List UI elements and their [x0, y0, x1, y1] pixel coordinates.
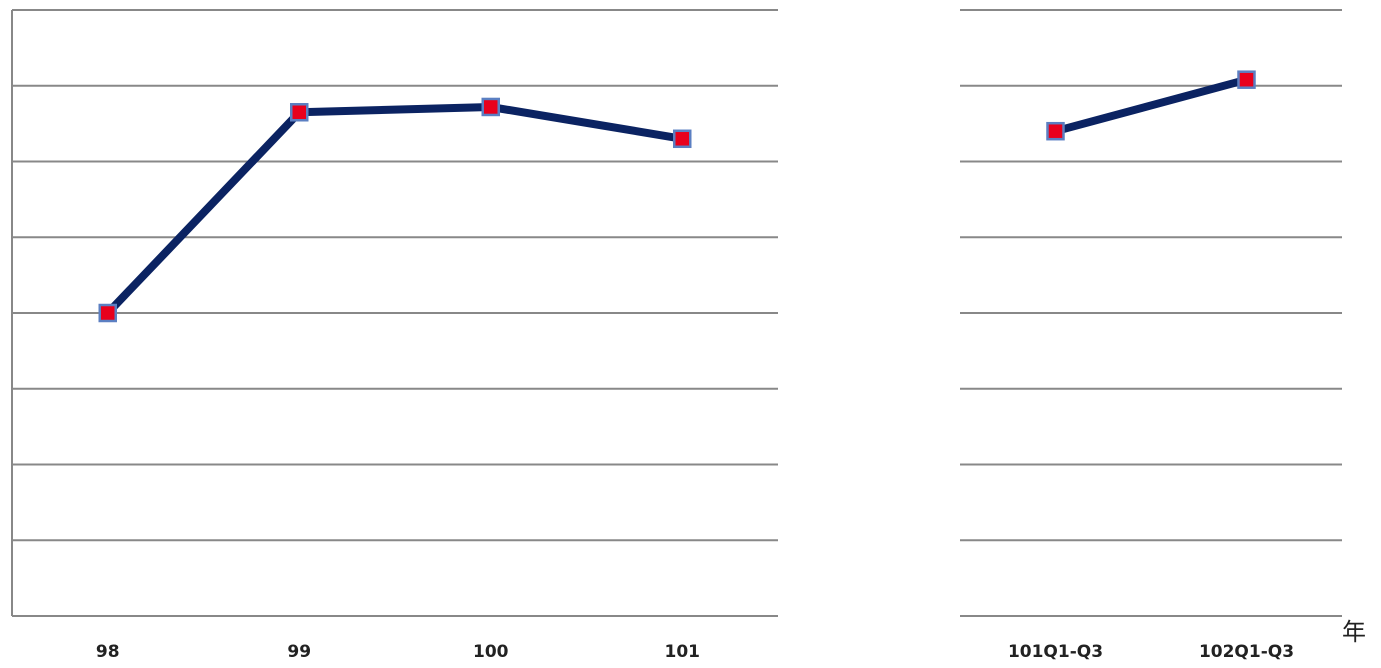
series-line-segment-2 — [1051, 75, 1251, 136]
series-markers — [98, 70, 1256, 323]
x-tick-label: 100 — [473, 642, 509, 662]
x-tick-label: 102Q1-Q3 — [1199, 642, 1294, 662]
data-point-98 — [98, 303, 117, 323]
grid-right — [960, 9, 1342, 542]
x-tick-label: 101 — [665, 642, 701, 662]
series-line-segment-1 — [103, 103, 687, 317]
grid-left — [12, 9, 778, 542]
x-axis-unit-label: 年 — [1342, 618, 1366, 646]
axes — [11, 10, 1342, 617]
data-point-99 — [290, 103, 309, 122]
data-point-101 — [673, 129, 692, 149]
x-tick-label: 98 — [96, 642, 120, 662]
series-lines — [103, 75, 1251, 317]
x-tick-labels: 98 99 100 101 101Q1-Q3 102Q1-Q3 — [96, 642, 1294, 662]
data-point-101Q1-Q3 — [1046, 121, 1065, 141]
data-point-100 — [481, 97, 500, 117]
data-point-102Q1-Q3 — [1237, 70, 1256, 89]
x-tick-label: 99 — [287, 642, 311, 662]
x-tick-label: 101Q1-Q3 — [1008, 642, 1103, 662]
